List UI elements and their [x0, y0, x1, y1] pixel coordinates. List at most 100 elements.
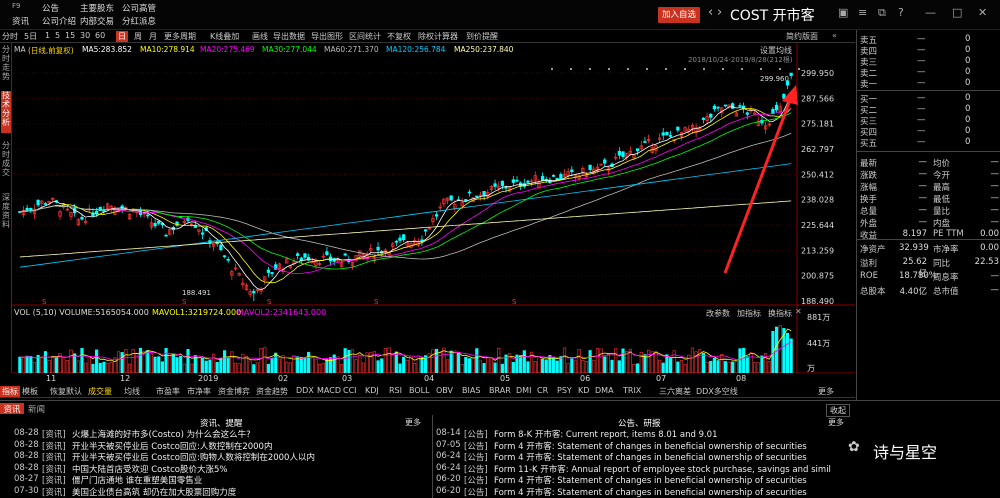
- menu-company-intro[interactable]: 公司介绍: [42, 17, 77, 27]
- tb-monthly[interactable]: 月: [149, 32, 157, 41]
- vol-edit-params-button[interactable]: 改参数: [706, 309, 730, 318]
- indicator-tab[interactable]: BRAR: [489, 386, 511, 395]
- tb-exright-calc[interactable]: 除权计算器: [418, 32, 458, 41]
- ma-settings-button[interactable]: 设置均线: [760, 46, 792, 55]
- news-tab-info[interactable]: 资讯: [0, 403, 24, 415]
- indicator-tab[interactable]: PSY: [557, 386, 572, 395]
- tb-5min[interactable]: 5: [55, 31, 61, 40]
- tb-simple-layout[interactable]: 简约版面: [786, 32, 818, 41]
- indicator-tab[interactable]: DDX多空线: [696, 387, 738, 396]
- candle-body: [588, 164, 592, 170]
- menu-icon[interactable]: ≡: [858, 6, 868, 19]
- news-headline-link[interactable]: Form 8-K 开市客: Current report, items 8.01…: [494, 430, 718, 440]
- prev-stock-icon[interactable]: ‹: [708, 5, 714, 20]
- tb-1min[interactable]: 1: [45, 31, 51, 40]
- tb-15min[interactable]: 15: [65, 31, 76, 40]
- news-headline-link[interactable]: 开业半天被买停业后 Costco回应:购物人数将控制在2000人以内: [72, 453, 315, 463]
- tb-5day[interactable]: 5日: [24, 32, 38, 41]
- tb-30min[interactable]: 30: [80, 31, 91, 40]
- indicator-tab[interactable]: CCI: [343, 386, 357, 395]
- chart-area[interactable]: (日线,前复权) MA MA5:283.852 MA10:278.914 MA20:…: [12, 43, 855, 373]
- stat-value: —: [990, 271, 1000, 281]
- tb-range-stats[interactable]: 区间统计: [349, 32, 381, 41]
- vol-close-icon[interactable]: ✕: [795, 307, 802, 316]
- news-headline-link[interactable]: 美国企业债台高筑 却仍在加大股票回购力度: [72, 487, 237, 498]
- next-stock-icon[interactable]: ›: [717, 5, 723, 20]
- news-tab-news[interactable]: 新闻: [28, 405, 46, 415]
- indicator-tab[interactable]: CR: [537, 386, 549, 395]
- help-icon[interactable]: ?: [898, 6, 904, 19]
- tb-export-chart[interactable]: 导出图形: [311, 32, 343, 41]
- vol-switch-indicator-button[interactable]: 换指标: [768, 309, 792, 318]
- indicator-tab[interactable]: OBV: [436, 386, 454, 395]
- news-headline-link[interactable]: Form 4 开市客: Statement of changes in bene…: [494, 453, 807, 463]
- menu-shareholders[interactable]: 主要股东: [80, 4, 115, 14]
- vol-add-indicator-button[interactable]: 加指标: [737, 309, 761, 318]
- volume-bar: [760, 355, 764, 373]
- news-headline-link[interactable]: 中国大陆首店受欢迎 Costco股价大涨5%: [72, 464, 228, 475]
- news-headline-link[interactable]: 开业半天被买停业后 Costco回应:人数控制在2000内: [72, 441, 273, 452]
- indicator-tab[interactable]: 均线: [124, 387, 140, 396]
- tb-kline-overlay[interactable]: K线叠加: [210, 32, 240, 41]
- news-headline-link[interactable]: Form 4 开市客: Statement of changes in bene…: [494, 441, 807, 452]
- menu-news[interactable]: 资讯: [12, 17, 30, 27]
- menu-dividends[interactable]: 分红派息: [122, 17, 157, 27]
- candle-body: [146, 214, 150, 217]
- tb-weekly[interactable]: 周: [134, 32, 142, 41]
- nav-deep-info[interactable]: 深度资料: [2, 193, 10, 229]
- indicator-tab[interactable]: KDJ: [365, 386, 379, 395]
- indicator-tab[interactable]: TRIX: [623, 386, 642, 395]
- candlestick-chart[interactable]: 299.950 287.566 275.181 262.797 250.412 238.0…: [12, 43, 855, 373]
- indicator-tab[interactable]: 恢复默认: [50, 387, 82, 396]
- indicator-tab[interactable]: 成交量: [88, 387, 112, 396]
- add-to-watchlist-button[interactable]: 加入自选: [658, 7, 700, 23]
- minimize-icon[interactable]: —: [925, 6, 936, 19]
- pin-icon[interactable]: ▣: [838, 6, 849, 19]
- indicator-tab[interactable]: DDX: [296, 386, 314, 395]
- indicator-tab[interactable]: BOLL: [409, 386, 430, 395]
- indicator-tab[interactable]: RSI: [389, 386, 402, 395]
- tb-draw[interactable]: 画线: [252, 32, 268, 41]
- news-headline-link[interactable]: 僵尸门店通地 谁在重塑美国零售业: [72, 476, 203, 486]
- candle-body: [723, 104, 727, 107]
- menu-insider-trades[interactable]: 内部交易: [80, 17, 115, 27]
- indicator-tab[interactable]: 市盈率: [156, 387, 180, 396]
- news-headline-link[interactable]: 火爆上海滩的好市多(Costco) 为什么会这么牛?: [72, 430, 251, 440]
- tb-more-periods[interactable]: 更多周期: [164, 32, 196, 41]
- news-headline-link[interactable]: Form 4 开市客: Statement of changes in bene…: [494, 487, 807, 498]
- tb-60min[interactable]: 60: [95, 31, 106, 40]
- indicator-tab[interactable]: 资金博弈: [218, 387, 250, 396]
- left-more-link[interactable]: 更多: [405, 418, 421, 427]
- indicator-tab[interactable]: 市净率: [187, 387, 211, 396]
- nav-intraday[interactable]: 分时走势: [2, 45, 10, 81]
- indicator-tab[interactable]: 模板: [22, 387, 38, 396]
- indicator-tab[interactable]: 更多: [818, 387, 834, 396]
- indicator-tab[interactable]: MACD: [317, 386, 341, 395]
- close-icon[interactable]: ✕: [978, 6, 988, 19]
- indicator-tab[interactable]: DMI: [516, 386, 532, 395]
- float-icon[interactable]: ⧉: [878, 6, 886, 19]
- maximize-icon[interactable]: □: [952, 6, 963, 19]
- menu-announcements[interactable]: 公告: [42, 4, 60, 14]
- indicator-tab[interactable]: BIAS: [462, 386, 481, 395]
- news-panel: 资讯 新闻 资讯、提醒 更多 公告、研报 更多 收起 08-28 [资讯] 火爆上海…: [0, 400, 1000, 498]
- nav-ticks[interactable]: 分时成交: [2, 141, 10, 177]
- menu-executives[interactable]: 公司高管: [122, 4, 157, 14]
- indicator-tab[interactable]: 三六离差: [659, 387, 691, 396]
- tb-export-data[interactable]: 导出数据: [273, 32, 305, 41]
- indicator-tab[interactable]: DMA: [595, 386, 614, 395]
- collapse-button[interactable]: 收起: [826, 404, 850, 417]
- tb-intraday[interactable]: 分时: [2, 32, 18, 41]
- tb-no-adjust[interactable]: 不复权: [387, 32, 411, 41]
- nav-technical[interactable]: 技术分析: [1, 91, 11, 133]
- collapse-panel-icon[interactable]: «: [832, 31, 837, 40]
- volume-bar: [544, 359, 548, 373]
- news-headline-link[interactable]: Form 4 开市客: Statement of changes in bene…: [494, 476, 807, 486]
- indicator-tab[interactable]: KD: [578, 386, 590, 395]
- tb-daily[interactable]: 日: [116, 31, 128, 42]
- tb-price-alert[interactable]: 到价提醒: [466, 32, 498, 41]
- indicator-tab[interactable]: 资金趋势: [256, 387, 288, 396]
- right-more-link[interactable]: 更多: [828, 418, 844, 427]
- news-headline-link[interactable]: Form 11-K 开市客: Annual report of employee…: [494, 464, 831, 475]
- indicator-tab[interactable]: 指标: [0, 386, 20, 397]
